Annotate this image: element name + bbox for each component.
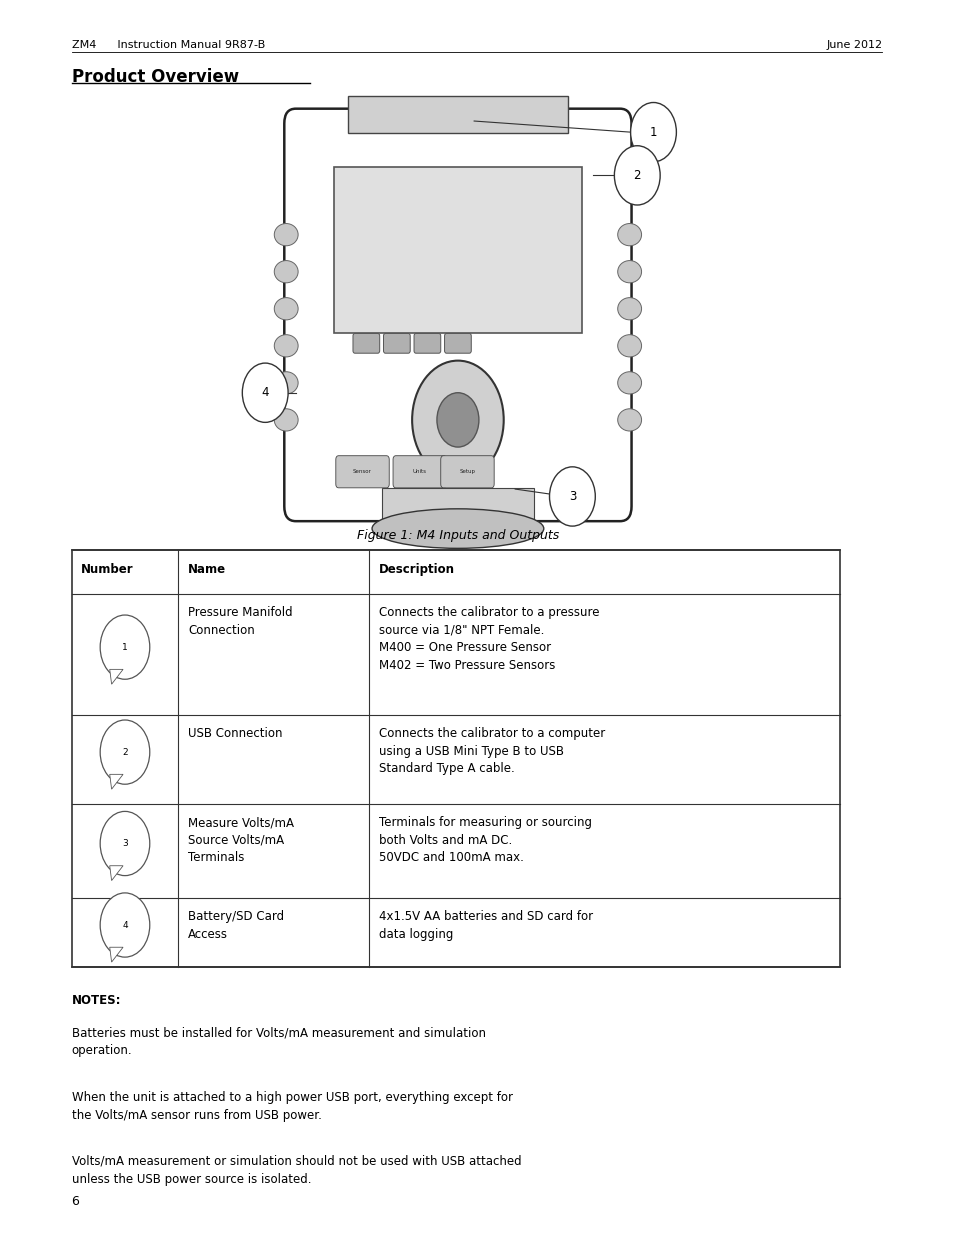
Text: NOTES:: NOTES: (71, 994, 121, 1008)
Ellipse shape (274, 261, 297, 283)
Circle shape (100, 893, 150, 957)
Text: 3: 3 (568, 490, 576, 503)
FancyBboxPatch shape (284, 109, 631, 521)
Ellipse shape (274, 224, 297, 246)
Text: 4: 4 (261, 387, 269, 399)
Bar (348, 96, 567, 133)
Ellipse shape (618, 409, 640, 431)
Ellipse shape (618, 224, 640, 246)
Text: Sensor: Sensor (353, 469, 372, 474)
Text: June 2012: June 2012 (825, 40, 882, 49)
FancyBboxPatch shape (353, 333, 379, 353)
FancyBboxPatch shape (393, 456, 446, 488)
Polygon shape (110, 947, 123, 962)
Text: 1: 1 (122, 642, 128, 652)
Ellipse shape (372, 509, 543, 548)
Circle shape (412, 361, 503, 479)
Text: USB Connection: USB Connection (188, 727, 282, 741)
Bar (71, 550, 839, 967)
FancyBboxPatch shape (414, 333, 440, 353)
Text: Batteries must be installed for Volts/mA measurement and simulation
operation.: Batteries must be installed for Volts/mA… (71, 1026, 485, 1057)
Circle shape (100, 720, 150, 784)
Bar (381, 488, 534, 519)
Ellipse shape (274, 335, 297, 357)
Text: Measure Volts/mA
Source Volts/mA
Terminals: Measure Volts/mA Source Volts/mA Termina… (188, 816, 294, 864)
Text: Connects the calibrator to a pressure
source via 1/8" NPT Female.
M400 = One Pre: Connects the calibrator to a pressure so… (378, 606, 598, 672)
Text: Setup: Setup (459, 469, 475, 474)
Text: Figure 1: M4 Inputs and Outputs: Figure 1: M4 Inputs and Outputs (356, 529, 558, 542)
Circle shape (614, 146, 659, 205)
Text: Terminals for measuring or sourcing
both Volts and mA DC.
50VDC and 100mA max.: Terminals for measuring or sourcing both… (378, 816, 591, 864)
Text: Connects the calibrator to a computer
using a USB Mini Type B to USB
Standard Ty: Connects the calibrator to a computer us… (378, 727, 604, 776)
Text: 4: 4 (122, 920, 128, 930)
Text: When the unit is attached to a high power USB port, everything except for
the Vo: When the unit is attached to a high powe… (71, 1091, 512, 1121)
Text: Pressure Manifold
Connection: Pressure Manifold Connection (188, 606, 293, 637)
Text: Units: Units (413, 469, 426, 474)
FancyBboxPatch shape (335, 456, 389, 488)
Ellipse shape (618, 298, 640, 320)
Circle shape (436, 393, 478, 447)
Text: 1: 1 (649, 126, 657, 138)
Circle shape (100, 615, 150, 679)
Ellipse shape (618, 261, 640, 283)
Ellipse shape (618, 335, 640, 357)
Ellipse shape (274, 298, 297, 320)
Text: Battery/SD Card
Access: Battery/SD Card Access (188, 910, 284, 941)
Text: Number: Number (81, 563, 133, 576)
Circle shape (100, 811, 150, 876)
Text: Product Overview: Product Overview (71, 68, 238, 86)
Text: 2: 2 (633, 169, 640, 182)
FancyBboxPatch shape (383, 333, 410, 353)
Circle shape (242, 363, 288, 422)
Ellipse shape (274, 409, 297, 431)
Polygon shape (110, 669, 123, 684)
Text: ZM4      Instruction Manual 9R87-B: ZM4 Instruction Manual 9R87-B (71, 40, 265, 49)
Polygon shape (110, 774, 123, 789)
Text: Name: Name (188, 563, 226, 576)
Ellipse shape (274, 372, 297, 394)
FancyBboxPatch shape (444, 333, 471, 353)
Text: 2: 2 (122, 747, 128, 757)
Polygon shape (110, 866, 123, 881)
Text: 4x1.5V AA batteries and SD card for
data logging: 4x1.5V AA batteries and SD card for data… (378, 910, 592, 941)
Text: Description: Description (378, 563, 455, 576)
Text: 6: 6 (71, 1194, 79, 1208)
Circle shape (630, 103, 676, 162)
Ellipse shape (618, 372, 640, 394)
Text: 3: 3 (122, 839, 128, 848)
FancyBboxPatch shape (440, 456, 494, 488)
Circle shape (549, 467, 595, 526)
Bar (334, 167, 581, 333)
Text: Volts/mA measurement or simulation should not be used with USB attached
unless t: Volts/mA measurement or simulation shoul… (71, 1155, 520, 1186)
